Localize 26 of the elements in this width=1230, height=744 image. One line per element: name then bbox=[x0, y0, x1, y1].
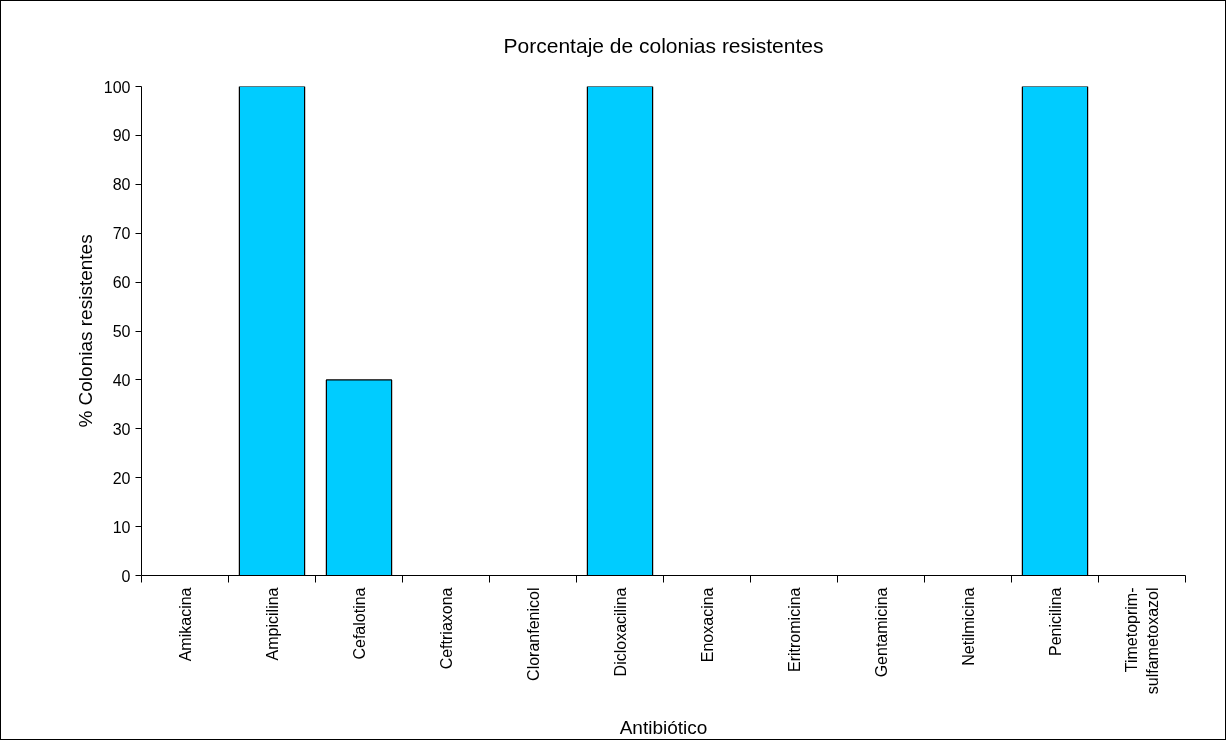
chart-title: Porcentaje de colonias resistentes bbox=[503, 33, 824, 57]
x-tick-label: Penicilina bbox=[1046, 587, 1064, 656]
x-tick-label: Gentamicina bbox=[872, 587, 890, 678]
x-tick-label: Ceftriaxona bbox=[437, 587, 455, 670]
x-tick-label: Timetoprim-sulfametoxazol bbox=[1123, 587, 1161, 695]
y-tick-label: 10 bbox=[112, 518, 131, 536]
x-tick-label: Dicloxacilina bbox=[611, 587, 629, 677]
y-tick-label: 50 bbox=[112, 323, 131, 340]
y-tick-label: 30 bbox=[112, 420, 131, 438]
y-tick-label: 40 bbox=[112, 371, 131, 389]
y-tick-label: 0 bbox=[121, 567, 131, 585]
y-tick-label: 70 bbox=[112, 225, 131, 243]
y-tick-label: 60 bbox=[112, 274, 131, 292]
y-tick-label: 100 bbox=[103, 78, 131, 96]
x-tick-label: Enoxacina bbox=[698, 587, 716, 663]
x-tick-label: Ampicilina bbox=[263, 587, 281, 661]
y-tick-label: 90 bbox=[112, 127, 131, 145]
x-tick-label: Netilmicina bbox=[959, 587, 977, 666]
x-axis-title: Antibiótico bbox=[619, 717, 708, 739]
x-tick-label: Cefalotina bbox=[350, 587, 368, 660]
x-tick-label: Cloranfenicol bbox=[524, 587, 542, 681]
x-tick-label: Amikacina bbox=[176, 587, 194, 662]
x-tick-label: Eritromicina bbox=[785, 587, 803, 672]
y-axis-title: % Colonias resistentes bbox=[74, 234, 96, 428]
y-tick-label: 20 bbox=[112, 469, 131, 487]
y-tick-label: 80 bbox=[112, 176, 131, 194]
